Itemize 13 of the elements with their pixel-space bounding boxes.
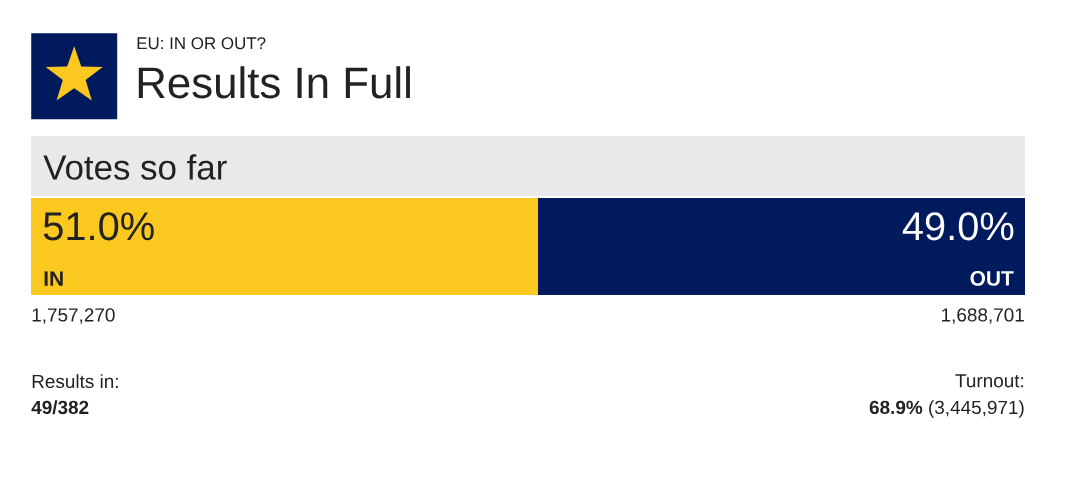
text: Results in: [32, 374, 118, 389]
series-label: IN [44, 271, 63, 286]
text: Votes so far [43, 154, 227, 180]
data-label: 51.0% [43, 212, 154, 241]
text: 1,757,270 [32, 308, 115, 324]
text: Turnout: [955, 374, 1024, 388]
chart-title: Results In Full [138, 66, 410, 99]
series-label: OUT [970, 270, 1014, 286]
text: 1,688,701 [942, 308, 1024, 324]
data-label: 49.0% [902, 212, 1014, 241]
text: 49/382 [31, 400, 89, 415]
text: 68.9% (3,445,971) [869, 400, 1024, 418]
chart-subtitle: EU: IN OR OUT? [137, 37, 266, 50]
